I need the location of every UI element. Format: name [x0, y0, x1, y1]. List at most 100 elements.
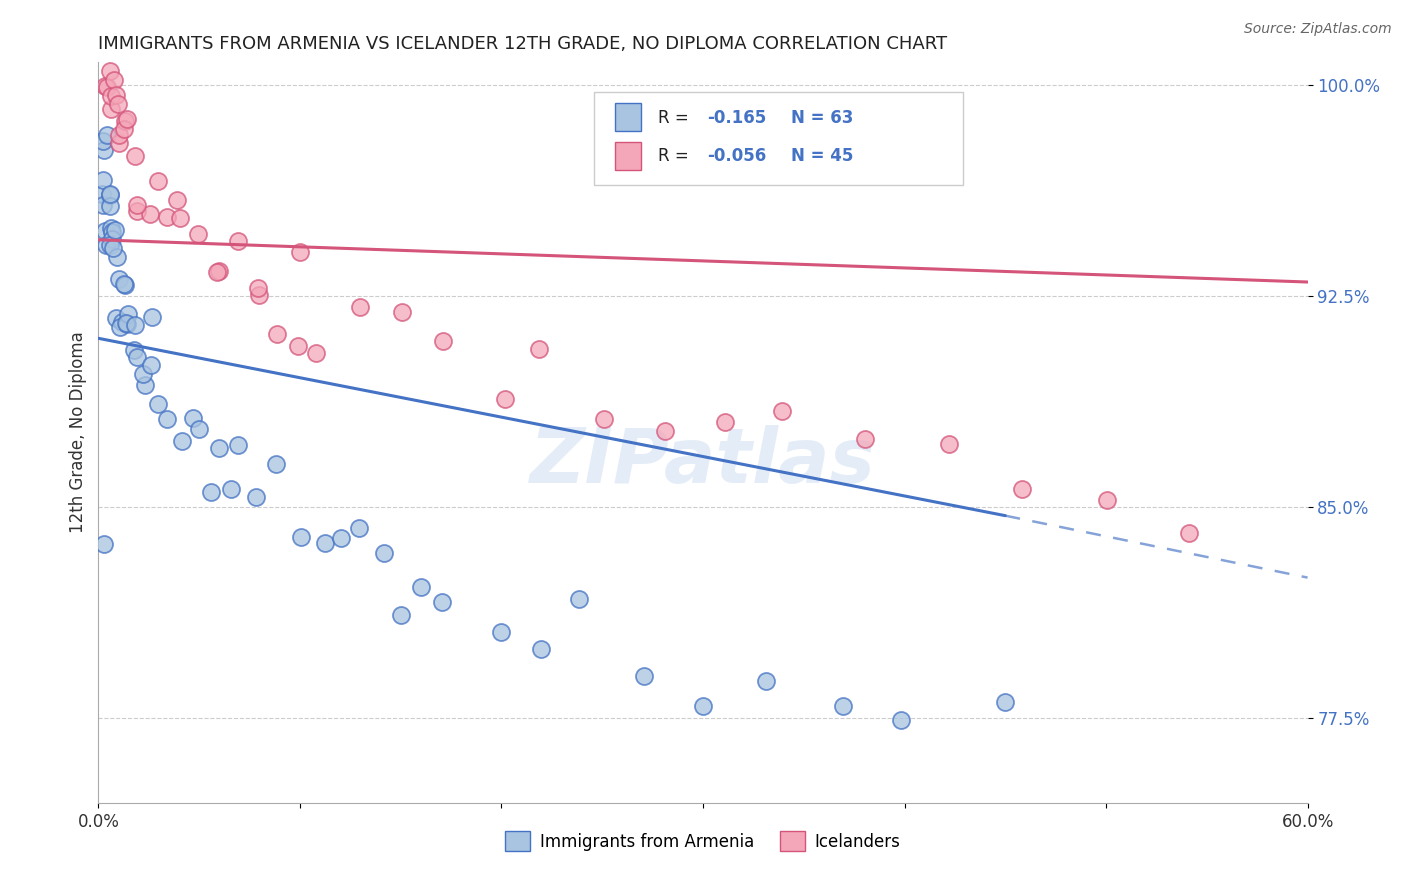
Point: [156, 211, 179, 225]
Point: [432, 334, 454, 348]
Point: [994, 695, 1017, 709]
Point: [592, 411, 614, 425]
Point: [530, 642, 553, 657]
Point: [127, 197, 149, 211]
Point: [938, 437, 960, 451]
Point: [770, 403, 793, 417]
Point: [108, 319, 131, 334]
Point: [714, 416, 737, 430]
Y-axis label: 12th Grade, No Diploma: 12th Grade, No Diploma: [69, 332, 87, 533]
Point: [832, 699, 855, 714]
Point: [527, 343, 550, 357]
Point: [349, 300, 371, 314]
Point: [134, 378, 156, 392]
Point: [329, 531, 352, 545]
Point: [290, 530, 312, 544]
Point: [91, 134, 114, 148]
Text: Source: ZipAtlas.com: Source: ZipAtlas.com: [1244, 22, 1392, 37]
Point: [654, 424, 676, 438]
Text: R =: R =: [658, 109, 695, 127]
Point: [94, 79, 117, 94]
Point: [90, 187, 112, 202]
Point: [111, 315, 134, 329]
FancyBboxPatch shape: [595, 92, 963, 185]
Point: [1095, 492, 1118, 507]
Point: [96, 80, 118, 95]
Point: [105, 250, 128, 264]
Point: [127, 204, 149, 219]
Point: [112, 121, 135, 136]
Point: [114, 114, 136, 128]
Point: [139, 358, 162, 372]
Point: [141, 310, 163, 324]
Point: [205, 265, 228, 279]
Text: R =: R =: [658, 147, 695, 165]
Point: [100, 221, 122, 235]
Point: [314, 536, 336, 550]
Point: [108, 136, 131, 150]
Point: [100, 225, 122, 239]
Point: [494, 392, 516, 406]
Point: [127, 351, 149, 365]
Point: [94, 224, 117, 238]
Point: [107, 96, 129, 111]
Point: [391, 304, 413, 318]
Point: [104, 310, 127, 325]
Point: [187, 422, 209, 436]
Point: [181, 410, 204, 425]
Point: [124, 148, 146, 162]
Point: [100, 63, 122, 78]
Point: [103, 73, 125, 87]
Point: [208, 264, 231, 278]
Point: [98, 187, 121, 202]
Point: [101, 232, 124, 246]
Point: [287, 338, 309, 352]
Point: [264, 458, 287, 472]
Point: [200, 484, 222, 499]
Point: [187, 227, 209, 241]
Point: [853, 432, 876, 446]
Point: [1178, 525, 1201, 540]
Point: [170, 434, 193, 449]
Text: -0.056: -0.056: [707, 147, 766, 165]
Text: ZIPatlas: ZIPatlas: [530, 425, 876, 500]
Point: [98, 186, 121, 201]
Point: [139, 207, 162, 221]
Point: [226, 234, 249, 248]
Point: [115, 112, 138, 127]
Point: [104, 87, 127, 102]
Point: [96, 128, 118, 142]
Point: [755, 673, 778, 688]
Point: [568, 591, 591, 606]
Point: [1011, 482, 1033, 496]
FancyBboxPatch shape: [614, 103, 641, 131]
Point: [219, 483, 242, 497]
Point: [430, 595, 453, 609]
Point: [409, 580, 432, 594]
Point: [349, 521, 371, 535]
Point: [108, 272, 131, 286]
Point: [132, 367, 155, 381]
Point: [169, 211, 191, 225]
FancyBboxPatch shape: [614, 142, 641, 169]
Point: [93, 143, 115, 157]
Point: [96, 238, 118, 252]
Point: [247, 281, 270, 295]
Point: [103, 241, 125, 255]
Point: [104, 223, 127, 237]
Text: -0.165: -0.165: [707, 109, 766, 127]
Point: [93, 537, 115, 551]
Point: [91, 173, 114, 187]
Point: [890, 714, 912, 728]
Point: [114, 277, 136, 292]
Point: [155, 412, 177, 426]
Point: [98, 199, 121, 213]
Point: [489, 624, 512, 639]
Point: [692, 698, 714, 713]
Point: [124, 318, 146, 332]
Point: [146, 174, 169, 188]
Point: [288, 245, 311, 260]
Point: [166, 193, 188, 207]
Point: [115, 317, 138, 331]
Point: [122, 343, 145, 357]
